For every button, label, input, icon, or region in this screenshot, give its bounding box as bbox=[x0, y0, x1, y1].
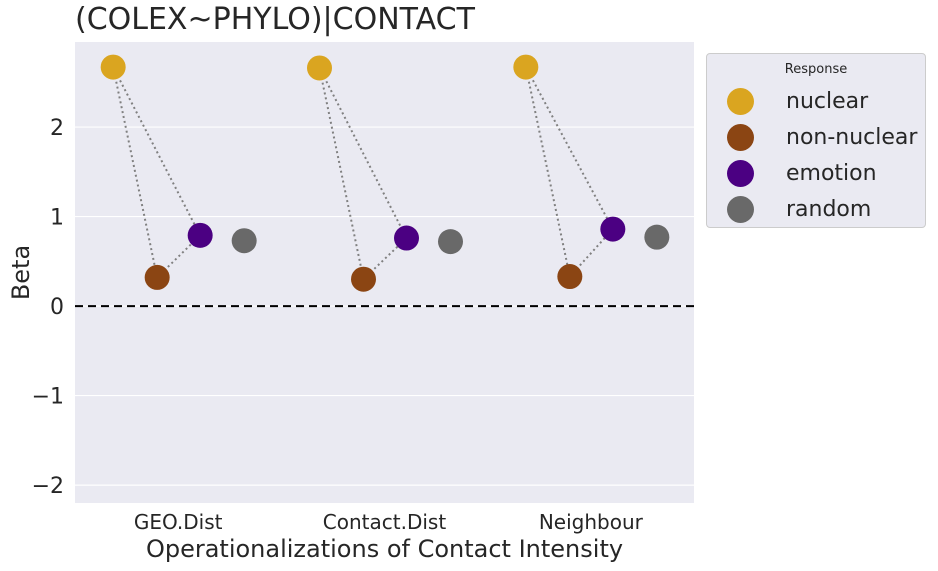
data-point-nuclear bbox=[100, 54, 126, 80]
connector-line bbox=[112, 66, 159, 278]
data-point-non-nuclear bbox=[351, 266, 376, 292]
data-point-nuclear bbox=[307, 55, 332, 81]
legend-item-emotion: emotion bbox=[727, 158, 877, 188]
legend-label: nuclear bbox=[786, 88, 869, 114]
legend-marker bbox=[727, 195, 754, 223]
chart-title: (COLEX~PHYLO)|CONTACT bbox=[75, 2, 475, 37]
x-tick-label: Contact.Dist bbox=[323, 510, 447, 534]
data-point-emotion bbox=[394, 225, 419, 251]
legend-item-nuclear: nuclear bbox=[727, 86, 868, 116]
data-point-non-nuclear bbox=[557, 264, 583, 290]
legend-label: non-nuclear bbox=[786, 124, 918, 150]
data-point-random bbox=[644, 224, 670, 250]
connector-line bbox=[524, 66, 614, 230]
legend-item-random: random bbox=[727, 194, 871, 224]
data-point-random bbox=[231, 228, 257, 254]
x-tick-label: GEO.Dist bbox=[134, 510, 223, 534]
legend-label: random bbox=[786, 196, 872, 222]
x-tick-labels: GEO.Dist Contact.Dist Neighbour bbox=[134, 510, 644, 534]
connector-line bbox=[524, 66, 571, 277]
plot-background bbox=[75, 42, 694, 503]
legend: Response nuclear non-nuclear emotion random bbox=[706, 53, 926, 228]
connector-line bbox=[112, 66, 202, 236]
data-point-non-nuclear bbox=[144, 264, 170, 290]
y-tick-label: 1 bbox=[50, 206, 64, 231]
legend-title: Response bbox=[784, 62, 848, 77]
legend-marker bbox=[727, 159, 754, 187]
y-tick-labels: 2 1 0 −1 −2 bbox=[32, 116, 64, 499]
data-point-random bbox=[438, 229, 463, 255]
legend-marker bbox=[727, 87, 754, 115]
connector-line bbox=[318, 67, 408, 239]
legend-marker bbox=[727, 123, 754, 151]
y-tick-label: −2 bbox=[32, 474, 64, 499]
y-tick-label: 2 bbox=[50, 116, 64, 141]
legend-item-non-nuclear: non-nuclear bbox=[727, 122, 917, 152]
connector-line bbox=[318, 67, 365, 280]
x-axis-label: Operationalizations of Contact Intensity bbox=[146, 535, 623, 563]
data-point-emotion bbox=[600, 216, 626, 242]
data-points bbox=[100, 54, 670, 292]
y-tick-label: 0 bbox=[50, 295, 64, 320]
legend-label: emotion bbox=[786, 160, 877, 186]
y-axis-label: Beta bbox=[7, 245, 35, 300]
x-tick-label: Neighbour bbox=[539, 510, 644, 534]
data-point-nuclear bbox=[513, 54, 539, 80]
gridlines bbox=[75, 126, 694, 486]
data-point-emotion bbox=[187, 222, 213, 248]
y-tick-label: −1 bbox=[32, 385, 64, 410]
